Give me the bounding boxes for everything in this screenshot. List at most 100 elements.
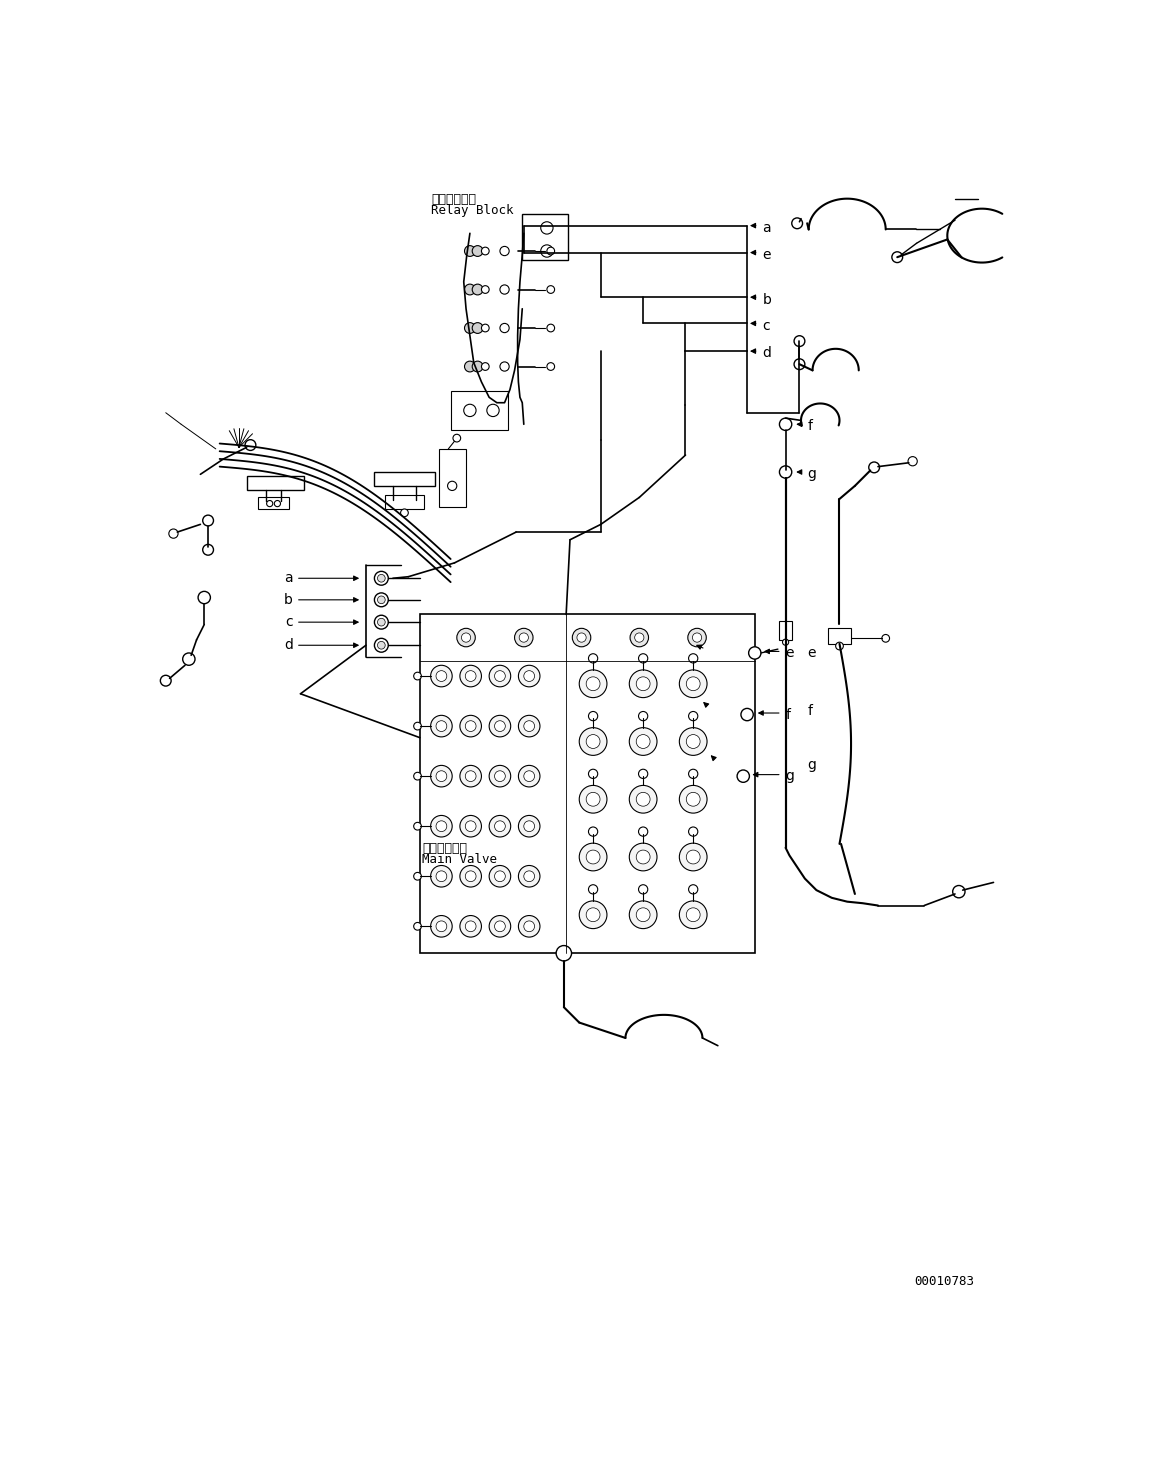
Circle shape bbox=[198, 591, 210, 604]
Circle shape bbox=[639, 654, 648, 663]
Circle shape bbox=[741, 708, 754, 721]
Circle shape bbox=[202, 515, 214, 525]
Circle shape bbox=[524, 721, 534, 732]
Circle shape bbox=[489, 815, 510, 837]
Circle shape bbox=[460, 666, 481, 686]
Text: g: g bbox=[807, 467, 816, 480]
Circle shape bbox=[556, 945, 571, 961]
Circle shape bbox=[792, 218, 802, 228]
Circle shape bbox=[637, 677, 650, 691]
Circle shape bbox=[579, 843, 607, 870]
Circle shape bbox=[464, 361, 476, 372]
Circle shape bbox=[378, 575, 385, 582]
Circle shape bbox=[630, 901, 657, 929]
Circle shape bbox=[472, 323, 483, 334]
Circle shape bbox=[579, 727, 607, 755]
Circle shape bbox=[547, 247, 555, 255]
Circle shape bbox=[448, 481, 457, 490]
Circle shape bbox=[686, 677, 700, 691]
Circle shape bbox=[679, 727, 707, 755]
Circle shape bbox=[794, 358, 804, 370]
Circle shape bbox=[679, 843, 707, 870]
Bar bbox=[419, 614, 755, 954]
Circle shape bbox=[489, 866, 510, 887]
Circle shape bbox=[693, 633, 702, 642]
Circle shape bbox=[460, 815, 481, 837]
Circle shape bbox=[577, 633, 586, 642]
Circle shape bbox=[435, 821, 447, 831]
Circle shape bbox=[481, 325, 489, 332]
Circle shape bbox=[738, 770, 749, 783]
Circle shape bbox=[588, 654, 597, 663]
Circle shape bbox=[518, 916, 540, 938]
Text: e: e bbox=[807, 647, 816, 660]
Circle shape bbox=[688, 827, 697, 837]
Circle shape bbox=[494, 771, 506, 781]
Circle shape bbox=[518, 765, 540, 787]
Circle shape bbox=[435, 721, 447, 732]
Text: g: g bbox=[807, 758, 816, 771]
Circle shape bbox=[586, 850, 600, 865]
Circle shape bbox=[779, 418, 792, 430]
Circle shape bbox=[630, 843, 657, 870]
Circle shape bbox=[588, 827, 597, 837]
Circle shape bbox=[378, 619, 385, 626]
Circle shape bbox=[579, 901, 607, 929]
Bar bbox=[259, 497, 288, 509]
Circle shape bbox=[639, 827, 648, 837]
Circle shape bbox=[515, 628, 533, 647]
Text: a: a bbox=[284, 571, 293, 585]
Circle shape bbox=[637, 850, 650, 865]
Text: 00010783: 00010783 bbox=[915, 1276, 974, 1287]
Circle shape bbox=[245, 440, 256, 451]
Circle shape bbox=[835, 642, 843, 650]
Circle shape bbox=[460, 765, 481, 787]
Circle shape bbox=[489, 765, 510, 787]
Text: Main Valve: Main Valve bbox=[422, 853, 498, 866]
Circle shape bbox=[435, 920, 447, 932]
Circle shape bbox=[586, 909, 600, 922]
Circle shape bbox=[679, 670, 707, 698]
Text: c: c bbox=[763, 319, 770, 332]
Bar bbox=[523, 214, 569, 260]
Circle shape bbox=[435, 771, 447, 781]
Circle shape bbox=[378, 641, 385, 650]
Circle shape bbox=[688, 885, 697, 894]
Circle shape bbox=[494, 821, 506, 831]
Circle shape bbox=[431, 765, 453, 787]
Circle shape bbox=[547, 285, 555, 294]
Circle shape bbox=[500, 361, 509, 372]
Circle shape bbox=[518, 866, 540, 887]
Text: f: f bbox=[786, 708, 791, 721]
Circle shape bbox=[500, 285, 509, 294]
Circle shape bbox=[688, 654, 697, 663]
Circle shape bbox=[465, 821, 476, 831]
Circle shape bbox=[431, 866, 453, 887]
Circle shape bbox=[518, 666, 540, 686]
Text: e: e bbox=[786, 647, 794, 660]
Circle shape bbox=[500, 323, 509, 332]
Circle shape bbox=[634, 633, 643, 642]
Circle shape bbox=[460, 715, 481, 737]
Circle shape bbox=[518, 715, 540, 737]
Circle shape bbox=[588, 711, 597, 721]
Circle shape bbox=[630, 786, 657, 813]
Circle shape bbox=[453, 435, 461, 442]
Circle shape bbox=[431, 666, 453, 686]
Circle shape bbox=[378, 595, 385, 604]
Bar bbox=[779, 620, 792, 639]
Circle shape bbox=[686, 734, 700, 749]
Circle shape bbox=[464, 246, 476, 256]
Circle shape bbox=[637, 734, 650, 749]
Text: d: d bbox=[284, 638, 293, 652]
Circle shape bbox=[460, 916, 481, 938]
Circle shape bbox=[541, 222, 553, 234]
Circle shape bbox=[500, 246, 509, 256]
Circle shape bbox=[275, 500, 280, 506]
Circle shape bbox=[679, 901, 707, 929]
Circle shape bbox=[630, 727, 657, 755]
Circle shape bbox=[794, 335, 804, 347]
Circle shape bbox=[679, 786, 707, 813]
Bar bbox=[450, 391, 508, 430]
Circle shape bbox=[579, 670, 607, 698]
